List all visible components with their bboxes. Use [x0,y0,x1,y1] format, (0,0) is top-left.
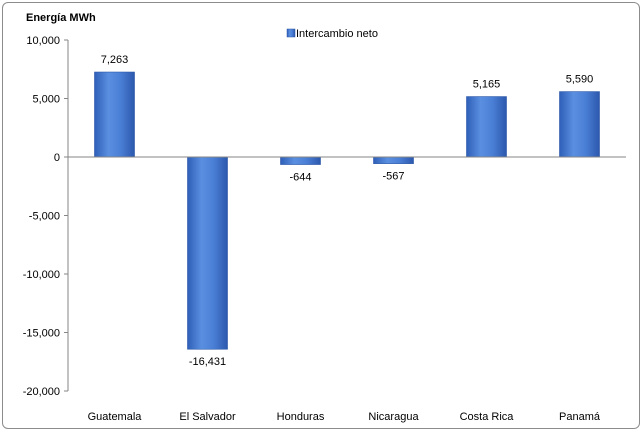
y-tick-label: 10,000 [26,35,60,47]
y-tick-label: 5,000 [32,94,60,106]
y-tick-label: -15,000 [23,328,60,340]
data-labels: 7,263 -16,431 -644 -567 5,165 5,590 [101,54,594,368]
y-tick-label: -10,000 [23,269,60,281]
category-labels: Guatemala El Salvador Honduras Nicaragua Cos… [88,411,601,423]
bar-5 [559,91,600,158]
legend: Intercambio neto [286,28,378,40]
data-label-0: 7,263 [101,54,129,66]
legend-swatch [286,28,296,38]
data-label-3: -567 [382,171,404,183]
data-label-1: -16,431 [189,356,226,368]
y-tick-label: -5,000 [29,211,60,223]
y-tick-label: 0 [54,152,60,164]
legend-label: Intercambio neto [296,28,378,40]
category-label-4: Costa Rica [460,411,515,423]
category-label-1: El Salvador [179,411,236,423]
category-label-5: Panamá [559,411,601,423]
bar-4 [466,96,507,158]
y-axis-label: Energía MWh [26,12,96,24]
bar-1 [187,156,228,350]
bar-0 [94,71,135,158]
bar-2 [280,156,321,165]
y-tick-label: -20,000 [23,386,60,398]
category-label-0: Guatemala [88,411,143,423]
category-label-3: Nicaragua [368,411,419,423]
bar-3 [373,156,414,164]
data-label-4: 5,165 [473,79,501,91]
bars [94,71,600,350]
y-ticks: 10,000 5,000 0 -5,000 -10,000 -15,000 -20,000 [23,35,68,398]
category-label-2: Honduras [277,411,325,423]
data-label-2: -644 [289,172,311,184]
data-label-5: 5,590 [566,74,594,86]
